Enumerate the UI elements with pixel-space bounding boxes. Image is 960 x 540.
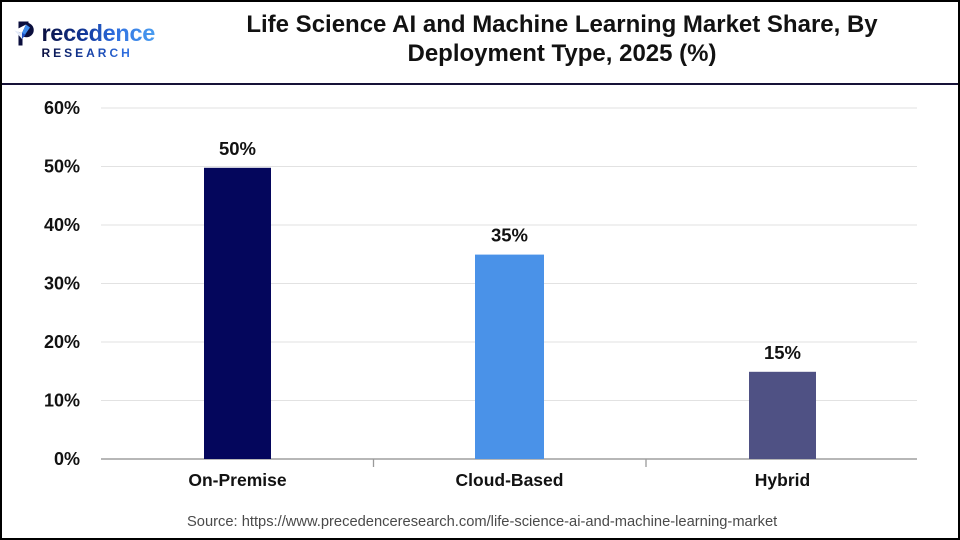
svg-text:35%: 35% [491, 225, 528, 246]
svg-text:50%: 50% [219, 138, 256, 159]
svg-text:50%: 50% [44, 157, 80, 177]
svg-text:Hybrid: Hybrid [755, 470, 810, 490]
svg-text:10%: 10% [44, 391, 80, 411]
svg-text:Cloud-Based: Cloud-Based [456, 470, 564, 490]
svg-text:Source: https://www.precedence: Source: https://www.precedenceresearch.c… [187, 514, 777, 530]
svg-text:0%: 0% [54, 449, 80, 469]
svg-text:60%: 60% [44, 98, 80, 118]
svg-text:15%: 15% [764, 342, 801, 363]
svg-text:30%: 30% [44, 274, 80, 294]
svg-text:20%: 20% [44, 332, 80, 352]
svg-text:On-Premise: On-Premise [188, 470, 286, 490]
svg-text:40%: 40% [44, 215, 80, 235]
